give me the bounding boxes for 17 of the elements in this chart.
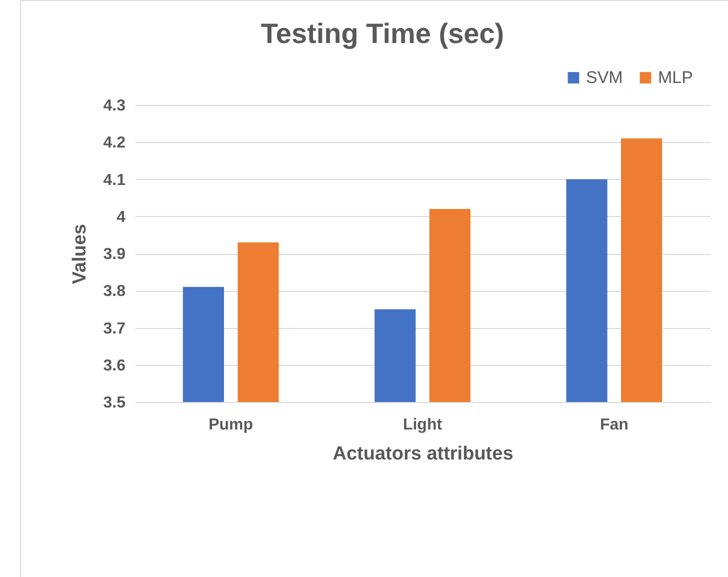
x-axis-title: Actuators attributes xyxy=(332,444,514,464)
y-tick-label: 3.8 xyxy=(103,283,126,300)
x-tick-label: Fan xyxy=(600,416,628,434)
y-tick-label: 3.9 xyxy=(103,246,126,263)
y-tick-label: 4.3 xyxy=(103,98,126,114)
y-tick-label: 3.5 xyxy=(103,394,126,412)
x-tick-label: Pump xyxy=(208,416,254,434)
y-tick-label: 4 xyxy=(116,208,126,226)
y-tick-label: 3.6 xyxy=(103,357,126,374)
y-axis-title: Values xyxy=(69,224,90,284)
y-tick-label: 3.7 xyxy=(103,320,126,338)
legend-label: MLP xyxy=(658,68,693,87)
legend-label: SVM xyxy=(586,68,623,87)
y-tick-label: 4.2 xyxy=(103,134,126,152)
y-tick-label: 4.1 xyxy=(103,172,126,189)
x-tick-label: Light xyxy=(402,416,443,434)
chart-title: Testing Time (sec) xyxy=(260,18,504,49)
